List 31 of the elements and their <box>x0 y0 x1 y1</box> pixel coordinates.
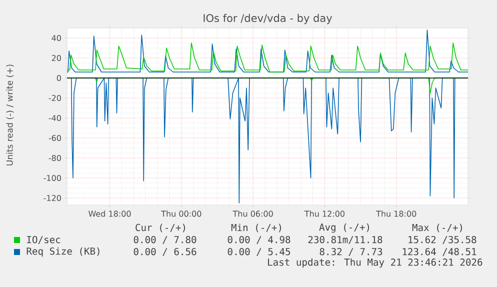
text: Last update: Thu May 21 23:46:21 2026 <box>268 258 482 268</box>
y-tick-label: -40 <box>48 114 61 122</box>
y-tick-label: 20 <box>52 54 61 62</box>
text: 0.00 / 4.98 <box>228 236 290 244</box>
text: 0.00 / 7.80 <box>134 236 196 244</box>
y-tick-label: 40 <box>52 34 61 42</box>
y-tick-label: -20 <box>48 94 61 102</box>
text: 8.32 / 7.73 <box>320 248 382 256</box>
x-tick-label: Thu 18:00 <box>376 210 416 217</box>
text: Max (-/+) <box>412 224 462 232</box>
text: 0.00 / 6.56 <box>134 248 196 256</box>
y-tick-label: 0 <box>56 74 61 82</box>
text: Min (-/+) <box>231 224 282 232</box>
x-tick-label: Thu 00:00 <box>161 210 202 217</box>
y-tick-label: -100 <box>44 174 61 182</box>
x-tick-label: Thu 06:00 <box>232 210 273 217</box>
text: 15.62 /35.58 <box>408 236 476 244</box>
text: Cur (-/+) <box>136 224 186 232</box>
legend-label: Req Size (KB) <box>26 247 100 257</box>
text: 0.00 / 5.45 <box>228 248 290 256</box>
text: 123.64 /48.51 <box>402 248 476 256</box>
y-tick-label: -60 <box>48 134 61 142</box>
legend-label: IO/sec <box>27 236 60 244</box>
chart-title: IOs for /dev/vda - by day <box>204 14 332 24</box>
x-tick-label: Thu 12:00 <box>304 210 344 217</box>
y-axis-title: Units read (-) / write (+) <box>6 64 14 166</box>
x-tick-label: Wed 18:00 <box>88 210 131 217</box>
y-tick-label: -80 <box>48 154 61 162</box>
y-tick-label: -120 <box>44 194 61 202</box>
text: 230.81m/11.18 <box>308 236 382 244</box>
text: Avg (-/+) <box>319 223 370 233</box>
